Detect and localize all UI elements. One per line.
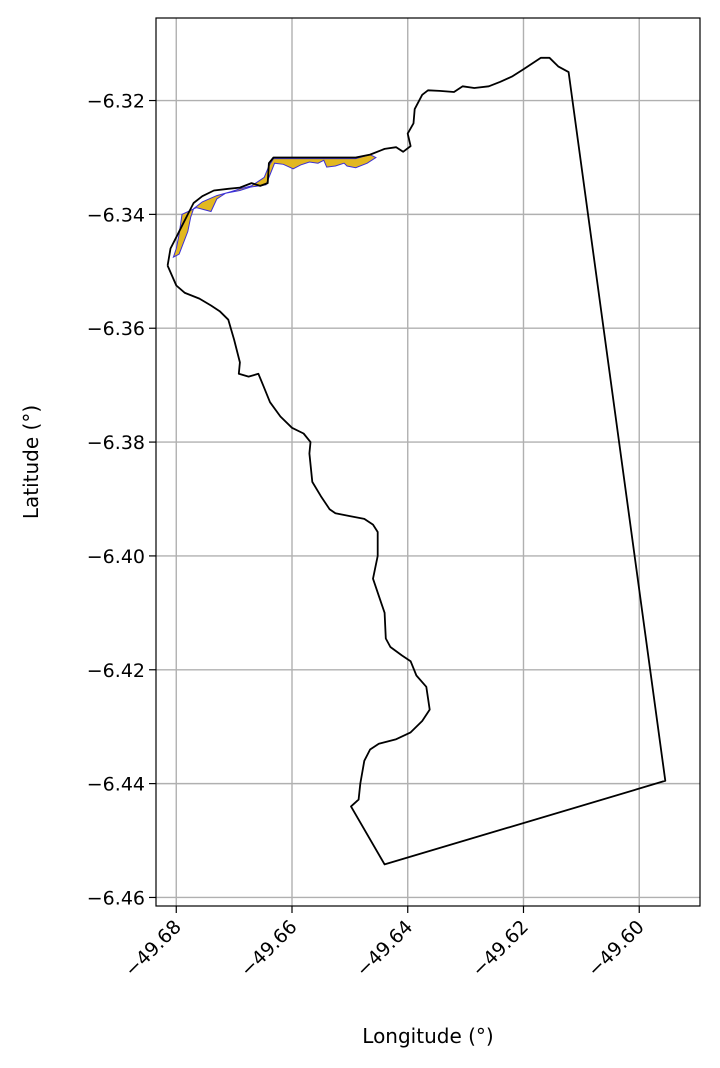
y-tick-label: −6.40: [87, 546, 145, 568]
y-tick-label: −6.38: [87, 432, 145, 454]
x-axis-label: Longitude (°): [362, 1024, 493, 1048]
y-tick-label: −6.42: [87, 660, 145, 682]
y-tick-label: −6.32: [87, 91, 145, 113]
highlight-area: [172, 154, 377, 259]
y-axis-label: Latitude (°): [19, 405, 43, 519]
boundary-outline: [166, 56, 667, 866]
grid-lines: [156, 18, 700, 906]
y-tick-label: −6.36: [87, 318, 145, 340]
y-tick-label: −6.46: [87, 887, 145, 909]
plot-frame: [155, 17, 701, 907]
y-tick-label: −6.34: [87, 204, 145, 226]
y-tick-label: −6.44: [87, 774, 145, 796]
y-axis: −6.32 −6.34 −6.36 −6.38 −6.40 −6.42 −6.44 −6.46: [87, 91, 156, 909]
